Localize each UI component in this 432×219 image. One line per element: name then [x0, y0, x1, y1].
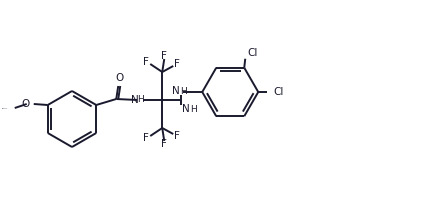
- Text: O: O: [22, 99, 30, 109]
- Text: methoxy: methoxy: [1, 107, 8, 109]
- Text: F: F: [174, 59, 180, 69]
- Text: N: N: [131, 95, 139, 105]
- Text: H: H: [180, 87, 187, 95]
- Text: H: H: [190, 104, 197, 113]
- Text: N: N: [172, 86, 180, 96]
- Text: N: N: [182, 104, 190, 114]
- Text: H: H: [137, 95, 143, 104]
- Text: Cl: Cl: [247, 48, 257, 58]
- Text: F: F: [143, 57, 149, 67]
- Text: F: F: [161, 139, 167, 149]
- Text: O: O: [115, 73, 124, 83]
- Text: F: F: [143, 133, 149, 143]
- Text: F: F: [174, 131, 180, 141]
- Text: Cl: Cl: [273, 87, 283, 97]
- Text: F: F: [161, 51, 167, 61]
